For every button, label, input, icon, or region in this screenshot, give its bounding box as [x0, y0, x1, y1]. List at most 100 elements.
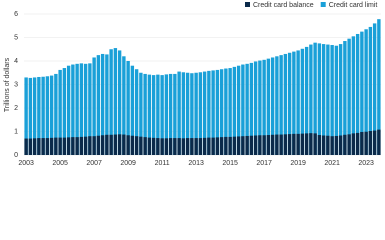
bar [338, 135, 343, 155]
bar [360, 131, 364, 155]
y-tick-label: 5 [14, 34, 18, 41]
y-axis-label: Trillions of dollars [4, 57, 11, 112]
bar [105, 134, 109, 155]
bar [347, 134, 351, 155]
bar [130, 135, 135, 155]
bar [317, 43, 322, 155]
bar [296, 133, 300, 155]
bar [139, 72, 143, 155]
bar [309, 133, 313, 155]
bar [134, 69, 139, 155]
x-tick-label: 2015 [222, 160, 238, 167]
bar [321, 44, 326, 155]
bar [160, 138, 164, 155]
bar [32, 138, 37, 155]
bar [321, 135, 326, 155]
bar [147, 74, 152, 155]
bar [198, 138, 203, 155]
bar [117, 50, 122, 155]
legend-swatch [320, 2, 326, 7]
bar [58, 69, 62, 155]
bar [49, 75, 54, 155]
bar [309, 44, 313, 155]
bar [177, 138, 181, 155]
y-tick-label: 0 [14, 152, 18, 159]
bar [173, 138, 177, 155]
bar [100, 135, 105, 155]
bar [253, 61, 258, 155]
bar [304, 133, 309, 155]
bar [368, 131, 373, 155]
bar [75, 137, 79, 155]
bar [249, 62, 254, 155]
bar [347, 38, 351, 155]
bar [190, 73, 194, 155]
bar [71, 64, 75, 155]
bar [219, 137, 224, 155]
bar [143, 73, 147, 155]
bar [177, 71, 181, 155]
bar [109, 134, 113, 155]
bar [224, 136, 228, 155]
x-tick-label: 2017 [256, 160, 272, 167]
bar [66, 137, 71, 155]
bar [32, 77, 37, 155]
bar [207, 70, 211, 155]
bar [355, 33, 360, 155]
bar [326, 44, 330, 155]
bar [62, 68, 67, 155]
y-tick-label: 6 [14, 11, 18, 18]
bar [270, 57, 275, 155]
bar [79, 63, 84, 155]
bar [313, 42, 317, 155]
x-tick-label: 2013 [188, 160, 204, 167]
bar [377, 129, 381, 155]
bar [232, 66, 237, 155]
x-tick-label: 2023 [358, 160, 374, 167]
bar [37, 138, 41, 155]
bar [75, 63, 79, 155]
y-tick-label: 4 [14, 58, 18, 65]
bar [224, 68, 228, 155]
bar [258, 135, 262, 155]
x-tick-label: 2019 [290, 160, 306, 167]
bar [45, 76, 50, 155]
bar [24, 138, 28, 155]
bar [168, 138, 173, 155]
bar [355, 132, 360, 155]
bar [266, 135, 271, 155]
bar [207, 137, 211, 155]
bar [194, 72, 198, 155]
x-tick-label: 2005 [52, 160, 68, 167]
bar [58, 137, 62, 155]
bar [54, 73, 58, 155]
bar [71, 137, 75, 155]
bar [100, 53, 105, 156]
bar [194, 138, 198, 155]
bar [372, 130, 377, 155]
bar [372, 23, 377, 156]
x-tick-label: 2007 [86, 160, 102, 167]
bar [202, 137, 207, 155]
bar [334, 45, 339, 155]
bar [279, 55, 283, 155]
bar [262, 59, 266, 156]
bar [83, 63, 88, 155]
bar [279, 134, 283, 155]
bar [343, 41, 347, 155]
bar [105, 54, 109, 155]
bar [185, 138, 190, 155]
bar [228, 136, 232, 155]
bar [364, 29, 368, 155]
bar [88, 63, 92, 155]
bar [164, 138, 169, 155]
bar [215, 69, 220, 155]
bar [83, 136, 88, 155]
bar [283, 134, 288, 155]
bar [37, 76, 41, 155]
x-tick-label: 2011 [155, 160, 170, 167]
bar [156, 74, 160, 155]
y-tick-label: 1 [14, 128, 18, 135]
bar [236, 65, 241, 155]
bar [41, 76, 45, 155]
